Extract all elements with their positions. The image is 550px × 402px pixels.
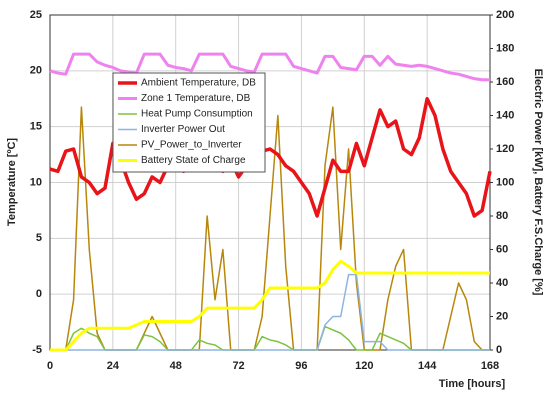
legend-label: Inverter Power Out — [141, 124, 225, 135]
series-line — [50, 259, 490, 352]
legend-label: Battery State of Charge — [141, 155, 246, 166]
legend-label: PV_Power_to_Inverter — [141, 140, 242, 151]
x-tick-label: 96 — [295, 360, 307, 372]
y2-tick-label: 20 — [496, 310, 508, 322]
y-tick-label: 25 — [30, 9, 42, 21]
y2-axis-label: Electric Power [kW], Battery F.S.Charge … — [532, 69, 544, 296]
legend-box — [112, 72, 266, 173]
y2-tick-label: 40 — [496, 277, 508, 289]
y2-tick-label: 160 — [496, 76, 514, 88]
y2-tick-label: 120 — [496, 143, 514, 155]
legend: Ambient Temperature, DB Zone 1 Temperatur… — [112, 72, 266, 173]
series-line — [50, 273, 490, 351]
legend-label: Zone 1 Temperature, DB — [141, 93, 251, 104]
x-tick-label: 48 — [170, 360, 182, 372]
y-tick-label: -5 — [32, 344, 42, 356]
y-tick-label: 20 — [30, 65, 42, 77]
y-tick-label: 10 — [30, 176, 42, 188]
y-axis-label: Temperature [ºC] — [6, 138, 18, 226]
legend-label: Ambient Temperature, DB — [141, 78, 256, 89]
y2-tick-label: 60 — [496, 243, 508, 255]
x-axis-label: Time [hours] — [439, 378, 506, 390]
y-tick-label: 0 — [36, 288, 42, 300]
y-tick-label: 5 — [36, 232, 42, 244]
y2-tick-label: 200 — [496, 9, 514, 21]
series-line — [49, 52, 490, 82]
x-tick-label: 0 — [47, 360, 53, 372]
x-tick-label: 120 — [355, 360, 373, 372]
y2-tick-label: 0 — [496, 344, 502, 356]
legend-label: Heat Pump Consumption — [141, 109, 253, 120]
y2-tick-label: 180 — [496, 42, 514, 54]
y-tick-label: 15 — [30, 121, 42, 133]
x-tick-label: 72 — [232, 360, 244, 372]
y2-tick-label: 80 — [496, 210, 508, 222]
y2-tick-label: 100 — [496, 176, 514, 188]
y2-tick-label: 140 — [496, 109, 514, 121]
x-tick-label: 144 — [418, 360, 437, 372]
x-tick-label: 168 — [481, 360, 499, 372]
x-tick-label: 24 — [107, 360, 120, 372]
